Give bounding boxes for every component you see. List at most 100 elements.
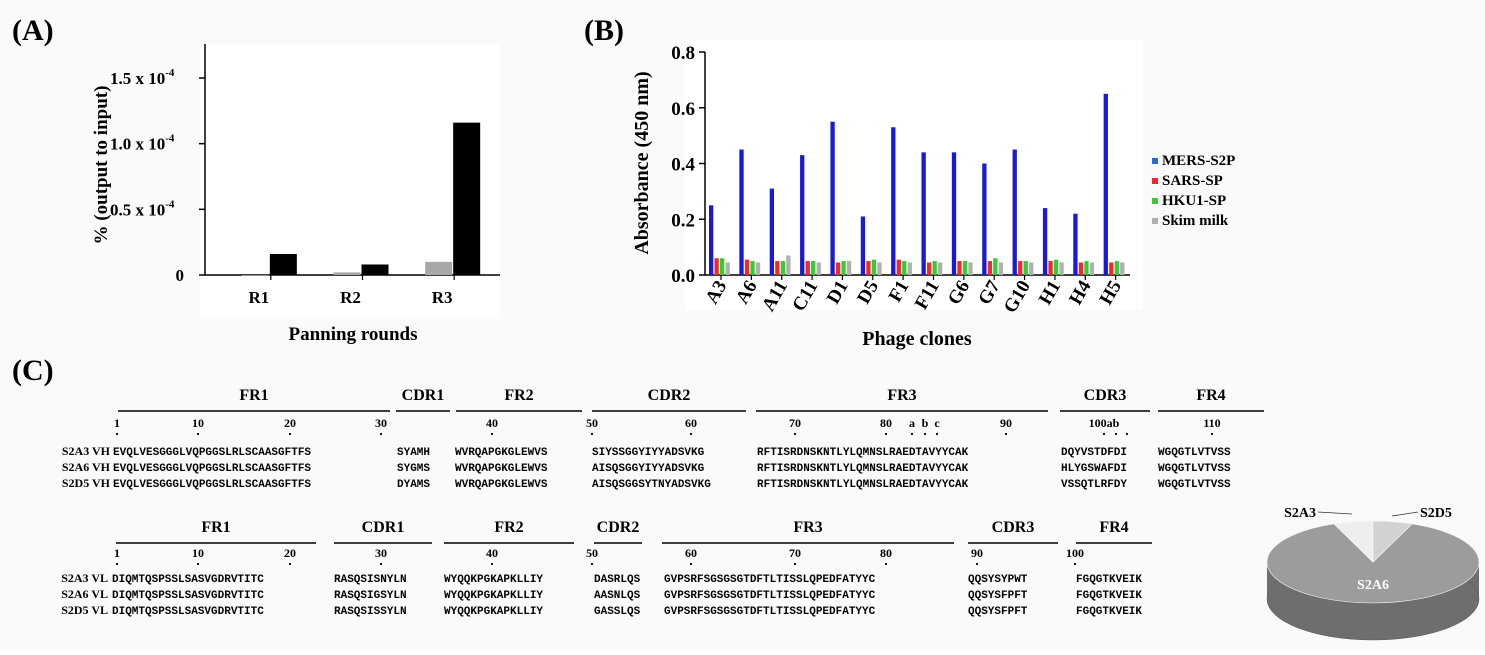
legend-label-skim-milk: Skim milk [1162, 213, 1229, 229]
vh-position-dot [884, 432, 888, 436]
vl-segment-cdr3: QQSYSFPFT [968, 590, 1028, 602]
chart-a-ytick-exponent: -4 [165, 198, 175, 210]
chart-a-ytick-label: 1.5 x 10-4 [110, 67, 175, 88]
vh-segment-fr3: RFTISRDNSKNTLYLQMNSLRAEDTAVYYCAK [757, 479, 969, 491]
vh-row-name: S2A3 VH [62, 444, 111, 458]
vh-position-dot [689, 432, 693, 436]
chart-b-bar-a3-hku1-sp [720, 258, 725, 275]
vl-region-fr4: FR4 [1099, 519, 1128, 536]
chart-b-bar-g7-hku1-sp [993, 258, 998, 275]
vh-region-fr3: FR3 [887, 387, 916, 404]
chart-b-bar-g7-mers-s2p [982, 163, 987, 275]
chart-b-ytick-label: 0.4 [671, 155, 695, 176]
vh-position-number: 60 [685, 416, 697, 430]
vh-segment-fr2: WVRQAPGKGLEWVS [455, 463, 548, 475]
chart-b-bar-g6-hku1-sp [962, 261, 968, 275]
chart-b-legend: MERS-S2P SARS-SP HKU1-SP Skim milk [1152, 153, 1235, 229]
chart-a-ytick-exponent: -4 [165, 67, 175, 79]
vl-position-number: 50 [586, 546, 598, 560]
vh-region-cdr1: CDR1 [402, 387, 445, 404]
chart-b-bar-h5-skim-milk [1120, 262, 1125, 275]
vl-row-name: S2A3 VL [61, 571, 108, 585]
chart-b-bar-d1-sars-sp [835, 262, 841, 275]
chart-b-bar-g6-mers-s2p [951, 152, 957, 275]
legend-swatch-sars-sp [1152, 178, 1158, 184]
vh-position-dot [1125, 432, 1129, 436]
vh-position-dot [1114, 432, 1118, 436]
vh-position-number: b [922, 416, 929, 430]
vh-position-dot [196, 432, 200, 436]
vh-segment-fr2: WVRQAPGKGLEWVS [455, 479, 548, 491]
chart-a-bar-r1-s2 [269, 253, 297, 275]
vh-row-name: S2D5 VH [62, 476, 111, 490]
vh-segment-cdr2: SIYSSGGYIYYADSVKG [592, 447, 705, 459]
chart-b-bar-g10-sars-sp [1018, 261, 1023, 275]
vh-segment-fr1: EVQLVESGGGLVQPGGSLRLSCAASGFTFS [113, 447, 311, 459]
chart-b-bar-d5-sars-sp [866, 261, 871, 275]
chart-b-bar-g10-mers-s2p [1012, 149, 1017, 275]
vl-region-cdr3: CDR3 [992, 519, 1035, 536]
panel-label-a: (A) [12, 14, 54, 47]
panel-label-c: (C) [12, 354, 54, 387]
chart-a-bar-r2-s1 [333, 272, 361, 275]
vh-position-number: 90 [1000, 416, 1012, 430]
chart-b-bar-g6-skim-milk [968, 262, 973, 275]
vh-position-dot [910, 432, 914, 436]
chart-b-bar-d1-skim-milk [846, 261, 852, 275]
pie-label-s2d5: S2D5 [1420, 506, 1452, 521]
pie-side [1267, 562, 1479, 640]
vh-position-number: 30 [375, 416, 387, 430]
chart-b-bar-c11-hku1-sp [811, 261, 816, 275]
pie-chart: S2A6 S2A3 S2D5 [1266, 506, 1480, 641]
chart-b-bar-h1-skim-milk [1059, 262, 1064, 275]
vl-position-dot [196, 562, 200, 566]
chart-a-xtick-label-r1: R1 [248, 288, 269, 307]
vl-position-dot [975, 562, 979, 566]
vl-segment-cdr1: RASQSISNYLN [334, 574, 407, 586]
chart-b-bar-a11-hku1-sp [780, 261, 786, 275]
legend-label-sars-sp: SARS-SP [1162, 173, 1223, 189]
chart-b-bar-a6-skim-milk [755, 262, 761, 275]
chart-b-bar-a3-sars-sp [714, 258, 719, 275]
chart-b-bar-a6-mers-s2p [739, 149, 744, 275]
chart-b-bar-g6-sars-sp [957, 261, 962, 275]
vl-segment-fr3: GVPSRFSGSGSGTDFTLTISSLQPEDFATYYC [664, 606, 876, 618]
chart-b-xlabel: Phage clones [862, 328, 972, 350]
vh-segment-fr4: WGQGTLVTVSS [1158, 447, 1231, 459]
vh-region-cdr3: CDR3 [1084, 387, 1127, 404]
chart-b-bar-a3-mers-s2p [709, 205, 714, 275]
vh-segment-cdr1: DYAMS [397, 479, 430, 491]
chart-b-bar-h4-skim-milk [1089, 262, 1095, 275]
vl-position-number: 20 [284, 546, 296, 560]
vl-position-number: 10 [192, 546, 204, 560]
legend-label-mers-s2p: MERS-S2P [1162, 153, 1235, 169]
chart-b-bar-h1-mers-s2p [1042, 208, 1048, 275]
chart-b-bar-h4-mers-s2p [1073, 213, 1078, 275]
chart-b-bar-f11-hku1-sp [932, 261, 937, 275]
chart-a-ytick-label: 1.0 x 10-4 [110, 133, 175, 154]
chart-b-bar-a6-hku1-sp [750, 261, 755, 275]
vh-position-number: 20 [284, 416, 296, 430]
chart-a-bar-r2-s2 [361, 264, 389, 275]
vl-position-number: 90 [971, 546, 983, 560]
chart-b-bar-a11-mers-s2p [769, 188, 775, 275]
panel-b-background [685, 40, 1143, 310]
vl-position-dot [490, 562, 494, 566]
vl-position-dot [884, 562, 888, 566]
chart-b-bar-d5-skim-milk [877, 262, 882, 275]
chart-b-bar-d1-mers-s2p [830, 121, 835, 275]
vh-region-fr2: FR2 [504, 387, 533, 404]
vh-position-dot [490, 432, 494, 436]
vh-segment-fr4: WGQGTLVTVSS [1158, 479, 1231, 491]
vl-segment-fr2: WYQQKPGKAPKLLIY [444, 606, 543, 618]
vh-position-number: 1 [114, 416, 120, 430]
vh-position-dot [793, 432, 797, 436]
vl-segment-fr2: WYQQKPGKAPKLLIY [444, 574, 543, 586]
chart-b-bar-a11-sars-sp [775, 261, 780, 275]
chart-b-bar-h1-sars-sp [1048, 261, 1053, 275]
vh-position-number: a [909, 416, 915, 430]
legend-swatch-mers-s2p [1152, 158, 1158, 164]
chart-a-bar-r1-s1 [241, 275, 269, 276]
